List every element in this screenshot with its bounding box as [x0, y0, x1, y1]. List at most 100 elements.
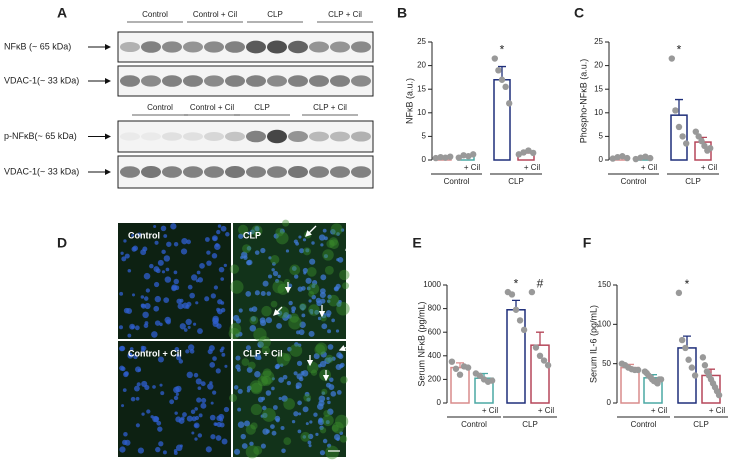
- nucleus: [281, 448, 286, 454]
- nucleus: [215, 368, 221, 374]
- nucleus: [206, 250, 211, 255]
- stain: [326, 239, 335, 249]
- nucleus: [135, 423, 140, 428]
- data-point: [460, 152, 467, 159]
- blot-band: [267, 166, 287, 178]
- nucleus: [282, 374, 288, 380]
- nucleus: [120, 366, 126, 372]
- nucleus: [297, 343, 302, 347]
- data-point: [448, 358, 456, 365]
- nucleus: [291, 419, 296, 424]
- stain: [299, 303, 307, 311]
- y-tick-label: 15: [594, 84, 603, 93]
- nucleus: [197, 277, 204, 283]
- nucleus: [210, 401, 214, 405]
- nucleus: [186, 415, 193, 422]
- nucleus: [144, 302, 151, 310]
- nucleus: [314, 309, 320, 315]
- y-tick-label: 1000: [423, 280, 441, 289]
- stain: [261, 305, 272, 317]
- nucleus: [340, 362, 345, 368]
- nucleus: [143, 272, 151, 280]
- nucleus: [187, 325, 191, 329]
- nucleus: [169, 399, 175, 405]
- data-point: [698, 137, 705, 145]
- stain: [335, 414, 349, 429]
- nucleus: [334, 434, 341, 441]
- stain: [253, 327, 267, 342]
- nucleus: [274, 415, 281, 422]
- group-label: CLP: [522, 420, 538, 429]
- y-axis-label: Serum NFκB (pg/mL): [416, 301, 426, 386]
- blot-band: [225, 131, 245, 142]
- nucleus: [271, 386, 275, 391]
- nucleus: [278, 396, 282, 401]
- nucleus: [210, 434, 216, 440]
- nucleus: [217, 224, 222, 228]
- nucleus: [280, 425, 285, 431]
- micrograph-label: CLP + Cil: [243, 348, 283, 358]
- nucleus: [223, 263, 227, 267]
- stain: [249, 315, 259, 325]
- nucleus: [158, 441, 164, 447]
- nucleus: [260, 291, 266, 297]
- nucleus: [298, 235, 302, 239]
- stain: [270, 300, 278, 308]
- nucleus: [135, 396, 140, 401]
- blot-band: [267, 75, 287, 87]
- panel-letter: B: [397, 5, 407, 21]
- blot-band: [162, 166, 182, 178]
- nucleus: [311, 294, 317, 300]
- data-point: [668, 55, 675, 62]
- nucleus: [313, 412, 318, 417]
- stain: [308, 283, 320, 295]
- nucleus: [197, 386, 202, 390]
- data-point: [619, 153, 626, 160]
- blot-band: [309, 41, 329, 53]
- nucleus: [262, 280, 269, 287]
- nucleus: [178, 359, 184, 364]
- nucleus: [155, 268, 161, 274]
- data-point: [470, 151, 477, 158]
- nucleus: [175, 392, 179, 396]
- nucleus: [180, 248, 188, 255]
- stain: [250, 382, 263, 395]
- nucleus: [193, 372, 199, 378]
- nucleus: [151, 331, 158, 338]
- data-point: [432, 154, 439, 162]
- stain: [270, 255, 280, 265]
- nucleus: [154, 320, 161, 326]
- nucleus: [220, 301, 225, 305]
- significance: *: [500, 43, 505, 57]
- nucleus: [307, 433, 314, 440]
- y-tick-label: 200: [428, 375, 442, 384]
- stain: [257, 375, 268, 387]
- nucleus: [195, 301, 199, 305]
- nucleus: [199, 263, 205, 269]
- nucleus: [270, 424, 275, 429]
- nucleus: [124, 371, 129, 376]
- data-point: [675, 123, 683, 131]
- nucleus: [331, 318, 335, 323]
- stain: [275, 228, 284, 237]
- blot-row-label: p-NFκB(~ 65 kDa): [4, 131, 77, 141]
- nucleus: [294, 342, 299, 347]
- nucleus: [131, 293, 136, 297]
- nucleus: [130, 396, 136, 402]
- nucleus: [220, 277, 225, 281]
- nucleus: [299, 321, 306, 328]
- nucleus: [183, 328, 188, 332]
- nucleus: [327, 357, 333, 362]
- stain: [310, 369, 318, 376]
- nucleus: [173, 241, 179, 247]
- y-tick-label: 100: [598, 319, 612, 328]
- blot-band: [225, 166, 245, 178]
- nucleus: [161, 270, 166, 274]
- nucleus: [160, 391, 165, 396]
- nucleus: [127, 333, 132, 338]
- blot-band: [246, 40, 266, 54]
- nucleus: [305, 248, 310, 253]
- nucleus: [275, 363, 281, 368]
- nucleus: [186, 301, 192, 307]
- nucleus: [140, 303, 145, 308]
